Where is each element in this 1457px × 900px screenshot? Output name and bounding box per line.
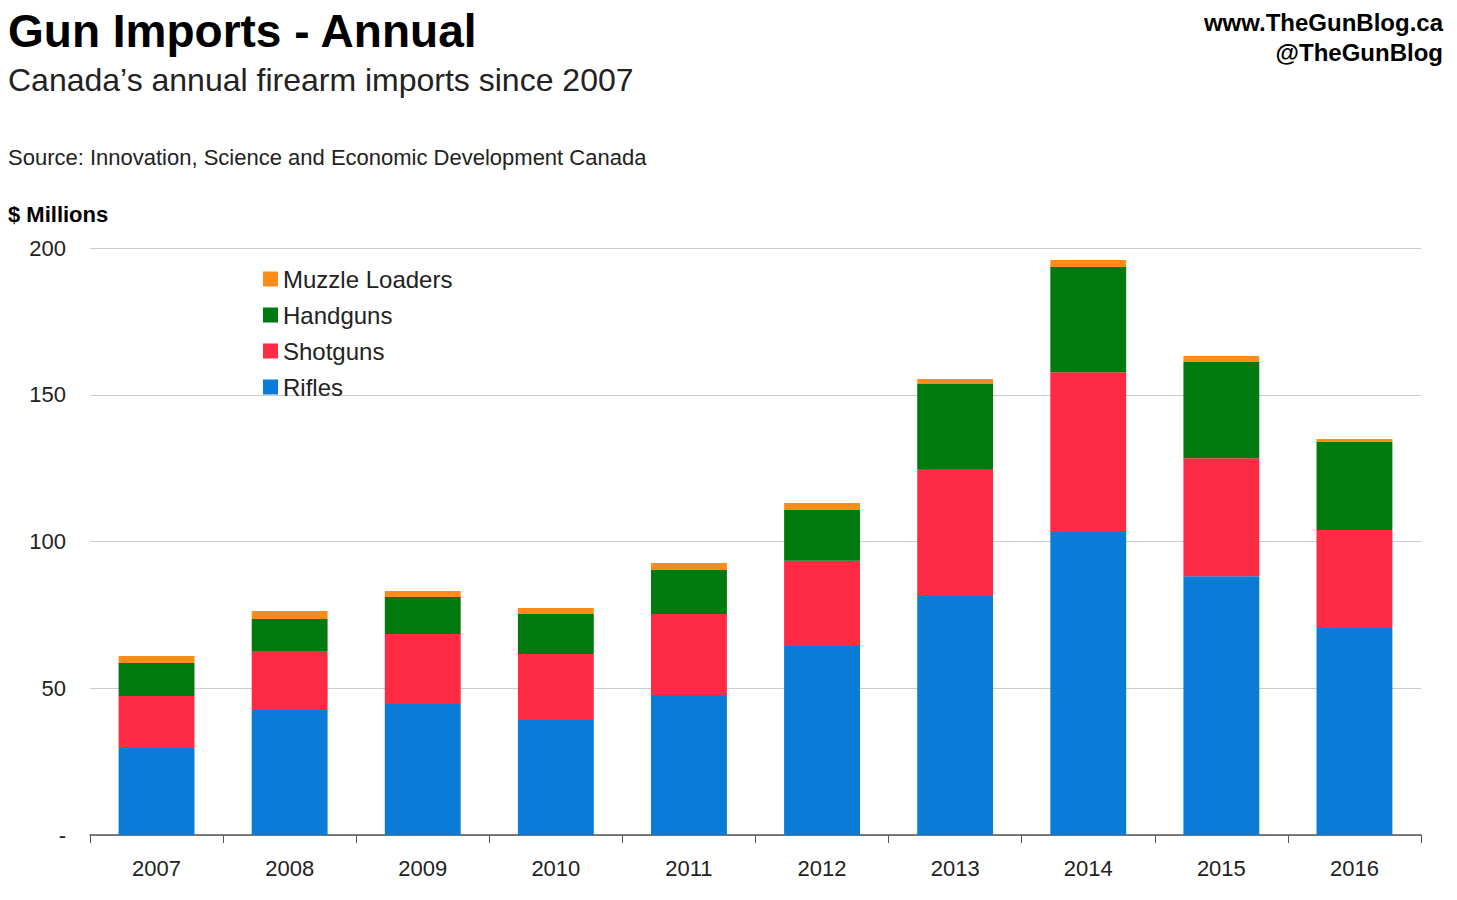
- svg-text:Gun Imports - Annual: Gun Imports - Annual: [8, 5, 477, 57]
- svg-text:2014: 2014: [1064, 856, 1113, 881]
- svg-text:2010: 2010: [531, 856, 580, 881]
- svg-text:50: 50: [42, 676, 66, 701]
- svg-text:Canada’s annual firearm import: Canada’s annual firearm imports since 20…: [8, 62, 634, 98]
- svg-text:Muzzle Loaders: Muzzle Loaders: [283, 266, 452, 293]
- svg-text:Rifles: Rifles: [283, 374, 343, 401]
- svg-text:@TheGunBlog: @TheGunBlog: [1276, 39, 1443, 66]
- svg-text:Shotguns: Shotguns: [283, 338, 384, 365]
- svg-text:$ Millions: $ Millions: [8, 202, 108, 227]
- svg-text:100: 100: [29, 529, 66, 554]
- svg-text:-: -: [59, 823, 66, 848]
- svg-text:2013: 2013: [931, 856, 980, 881]
- svg-text:2015: 2015: [1197, 856, 1246, 881]
- svg-text:2009: 2009: [398, 856, 447, 881]
- svg-text:150: 150: [29, 382, 66, 407]
- svg-text:2011: 2011: [665, 856, 712, 881]
- svg-text:2012: 2012: [798, 856, 847, 881]
- svg-text:Handguns: Handguns: [283, 302, 392, 329]
- svg-text:www.TheGunBlog.ca: www.TheGunBlog.ca: [1203, 9, 1444, 36]
- svg-text:2007: 2007: [132, 856, 181, 881]
- svg-text:2008: 2008: [265, 856, 314, 881]
- svg-text:200: 200: [29, 236, 66, 261]
- svg-text:2016: 2016: [1330, 856, 1379, 881]
- svg-text:Source: Innovation, Science an: Source: Innovation, Science and Economic…: [8, 145, 647, 170]
